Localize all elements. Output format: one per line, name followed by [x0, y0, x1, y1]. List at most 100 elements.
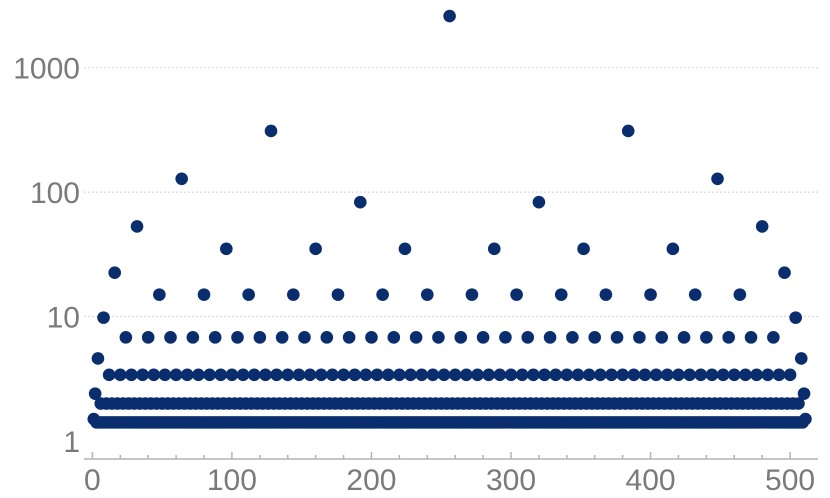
data-point: [432, 331, 445, 344]
data-point: [778, 266, 791, 280]
data-point: [326, 368, 339, 382]
data-point: [203, 368, 216, 382]
data-point: [359, 368, 373, 382]
x-tick-label: 0: [84, 464, 101, 497]
data-point: [799, 412, 812, 426]
data-point: [610, 331, 624, 344]
data-point: [638, 368, 652, 382]
data-point: [705, 368, 719, 382]
data-point: [594, 368, 607, 382]
y-tick-label: 1000: [13, 53, 80, 86]
data-point: [515, 368, 529, 382]
data-point: [627, 368, 641, 382]
data-point: [147, 368, 161, 382]
data-point: [644, 288, 657, 301]
data-point: [259, 368, 272, 382]
x-tick-label: 200: [346, 464, 396, 497]
data-point: [365, 331, 378, 344]
grid-lines: [84, 67, 818, 318]
data-point: [700, 331, 713, 344]
data-point: [398, 242, 412, 256]
data-point: [180, 368, 194, 382]
data-point: [797, 387, 811, 400]
data-point: [102, 368, 116, 382]
data-point: [566, 331, 579, 344]
data-point: [348, 368, 362, 382]
data-point: [487, 242, 501, 256]
data-point: [88, 387, 102, 400]
data-point: [538, 368, 551, 382]
data-point: [169, 368, 183, 382]
data-point: [236, 368, 250, 382]
data-point: [314, 368, 328, 382]
data-point: [270, 368, 283, 382]
data-point: [242, 288, 255, 301]
data-point: [677, 331, 691, 344]
data-point: [772, 368, 786, 382]
data-point: [113, 368, 127, 382]
data-point: [192, 368, 205, 382]
data-point: [633, 331, 646, 344]
data-point: [220, 242, 233, 256]
data-point: [287, 288, 300, 301]
data-point: [616, 368, 629, 382]
data-point: [292, 368, 306, 382]
data-point: [404, 368, 417, 382]
data-point: [744, 331, 758, 344]
data-point: [125, 368, 138, 382]
data-point: [750, 368, 763, 382]
data-point: [521, 331, 535, 344]
data-point: [448, 368, 462, 382]
data-point: [493, 368, 507, 382]
data-point: [767, 331, 780, 344]
data-point: [571, 368, 585, 382]
data-point: [342, 331, 356, 344]
data-point: [739, 368, 752, 382]
data-point: [97, 311, 110, 324]
data-point: [264, 124, 278, 138]
data-point: [577, 242, 590, 256]
data-point: [789, 311, 802, 324]
data-point: [197, 288, 211, 301]
data-point: [158, 368, 172, 382]
data-point: [153, 288, 166, 301]
data-point: [783, 368, 797, 382]
data-point: [175, 172, 188, 186]
data-point: [309, 242, 322, 256]
data-point: [108, 266, 121, 280]
data-point: [426, 368, 440, 382]
data-point: [275, 331, 289, 344]
data-point: [655, 331, 669, 344]
data-point: [716, 368, 730, 382]
data-point: [683, 368, 696, 382]
data-point: [794, 352, 808, 365]
x-tick-label: 400: [626, 464, 676, 497]
data-point: [454, 331, 468, 344]
data-point: [376, 288, 389, 301]
data-point: [437, 368, 451, 382]
data-point: [482, 368, 495, 382]
data-point: [298, 331, 311, 344]
x-tick-label: 300: [486, 464, 536, 497]
data-point: [532, 195, 546, 209]
data-point: [208, 331, 222, 344]
data-point: [688, 288, 702, 301]
y-tick-label: 100: [30, 177, 80, 210]
data-point: [370, 368, 384, 382]
data-point: [420, 288, 434, 301]
data-point: [320, 331, 334, 344]
data-point: [476, 331, 490, 344]
data-point: [231, 331, 244, 344]
data-point: [130, 220, 144, 233]
data-point: [393, 368, 406, 382]
data-point: [460, 368, 473, 382]
tick-labels: 1 10 100 1000 0 100 200 300 400 500: [13, 53, 815, 497]
data-point: [303, 368, 317, 382]
data-point: [554, 288, 568, 301]
y-tick-label: 1: [63, 426, 80, 459]
data-point: [761, 368, 775, 382]
data-point: [605, 368, 618, 382]
data-point: [465, 288, 479, 301]
data-point: [119, 331, 133, 344]
data-point: [582, 368, 596, 382]
